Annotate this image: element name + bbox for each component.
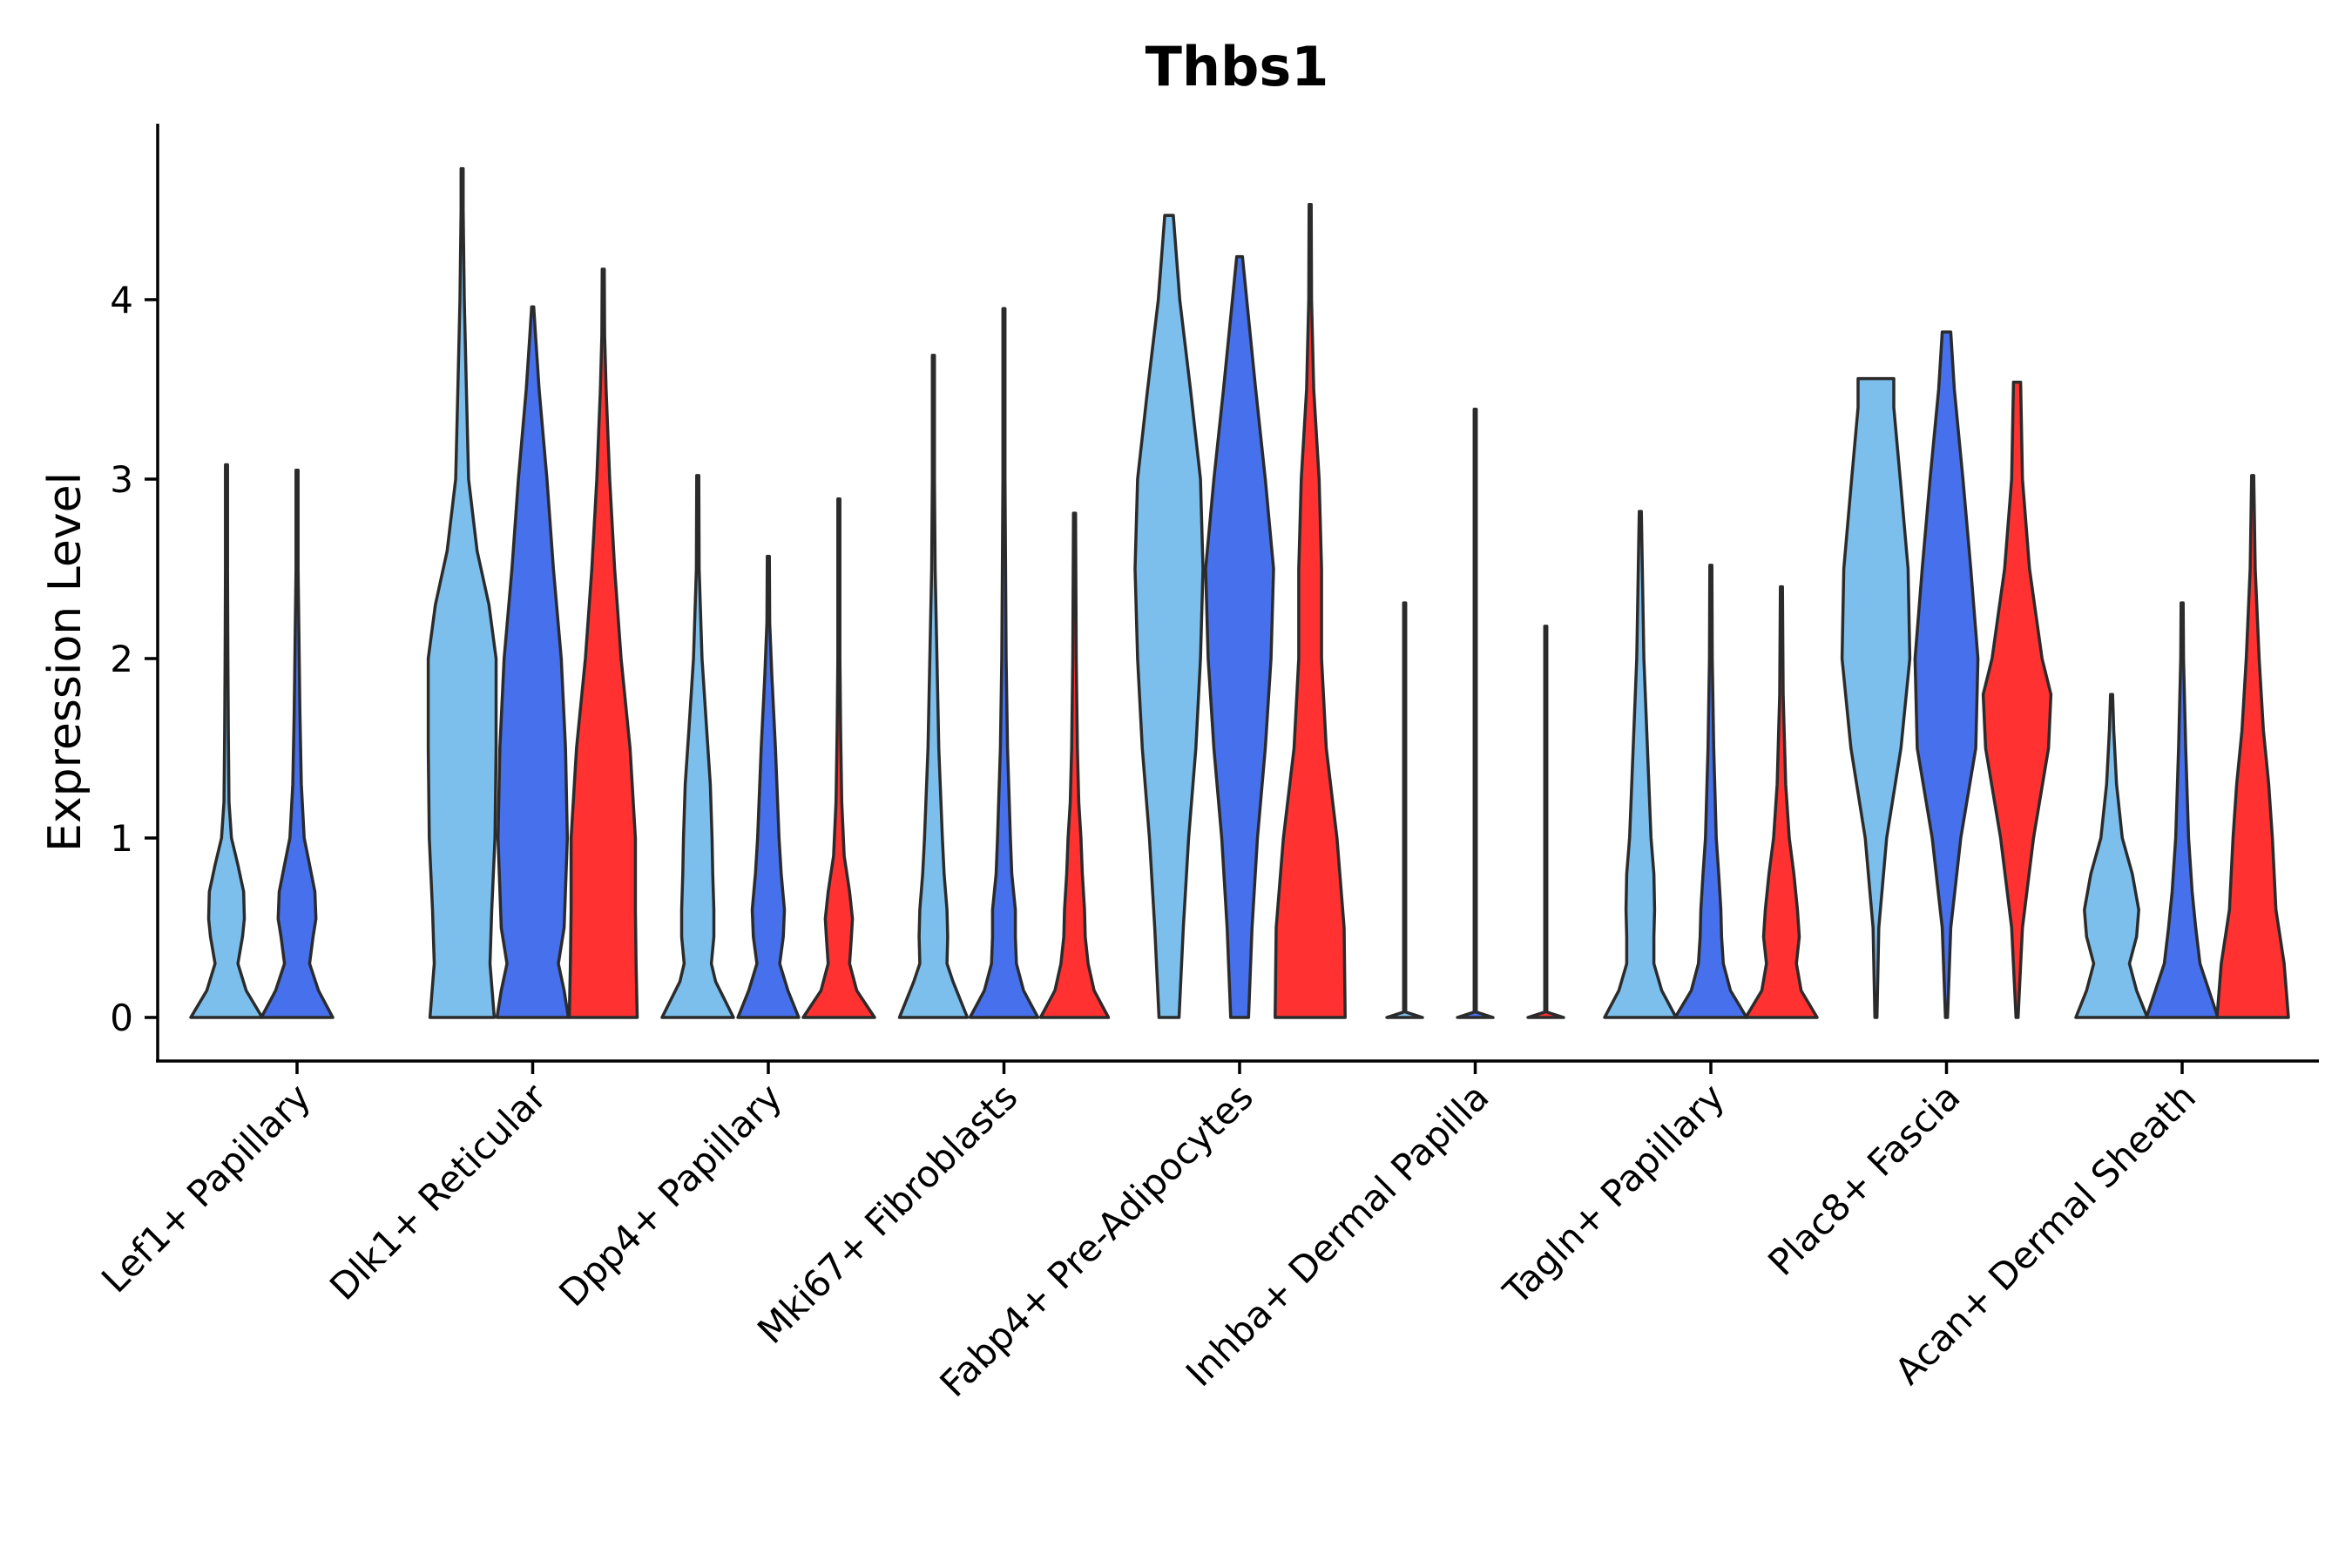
violin-dpp4-papillary-group-1 — [660, 474, 735, 1019]
violin-lef1-papillary-group-1 — [189, 463, 264, 1019]
x-tick-label-mki67-fibroblasts: Mki67+ Fibroblasts — [749, 1075, 1025, 1351]
violin-inhba-dermal-papilla-group-3 — [1526, 625, 1565, 1019]
violin-fabp4-pre-adipocytes-group-1 — [1133, 213, 1205, 1019]
chart-title: Thbs1 — [1146, 35, 1329, 98]
violin-fabp4-pre-adipocytes-group-3 — [1274, 203, 1347, 1019]
x-tick-label-lef1-papillary: Lef1+ Papillary — [93, 1075, 319, 1301]
violin-dlk1-reticular-group-1 — [426, 166, 498, 1019]
violin-mki67-fibroblasts-group-1 — [897, 354, 970, 1019]
violin-group — [189, 166, 2290, 1019]
y-tick-label-0: 0 — [110, 997, 133, 1039]
violin-plac8-fascia-group-3 — [1981, 381, 2053, 1019]
y-tick-label-2: 2 — [110, 638, 133, 680]
x-tick-label-dpp4-papillary: Dpp4+ Papillary — [551, 1075, 790, 1315]
violin-tagln-papillary-group-1 — [1603, 510, 1678, 1019]
y-axis-ticks: 0 1 2 3 4 — [110, 279, 158, 1039]
y-tick-label-3: 3 — [110, 458, 133, 501]
violin-plac8-fascia-group-1 — [1840, 376, 1912, 1019]
violin-tagln-papillary-group-2 — [1673, 564, 1748, 1019]
violin-dpp4-papillary-group-2 — [736, 554, 801, 1019]
violin-plac8-fascia-group-2 — [1913, 330, 1980, 1019]
violin-mki67-fibroblasts-group-3 — [1038, 511, 1111, 1019]
violin-inhba-dermal-papilla-group-1 — [1385, 601, 1424, 1019]
y-tick-label-4: 4 — [110, 279, 133, 321]
violin-dlk1-reticular-group-2 — [495, 305, 571, 1019]
violin-inhba-dermal-papilla-group-2 — [1456, 407, 1495, 1019]
violin-dlk1-reticular-group-3 — [567, 267, 639, 1019]
violin-fabp4-pre-adipocytes-group-2 — [1204, 254, 1275, 1019]
violin-dpp4-papillary-group-3 — [801, 497, 876, 1019]
violin-acan-dermal-sheath-group-1 — [2074, 693, 2149, 1019]
x-tick-label-plac8-fascia: Plac8+ Fascia — [1760, 1075, 1968, 1283]
x-tick-label-dlk1-reticular: Dlk1+ Reticular — [321, 1075, 555, 1308]
y-axis-label: Expression Level — [39, 472, 91, 852]
violin-tagln-papillary-group-3 — [1744, 585, 1819, 1019]
violin-mki67-fibroblasts-group-2 — [968, 307, 1040, 1019]
violin-lef1-papillary-group-2 — [260, 468, 335, 1019]
y-tick-label-1: 1 — [110, 817, 133, 860]
violin-acan-dermal-sheath-group-2 — [2145, 601, 2220, 1019]
x-tick-label-tagln-papillary: Tagln+ Papillary — [1495, 1075, 1733, 1313]
violin-acan-dermal-sheath-group-3 — [2215, 474, 2290, 1019]
